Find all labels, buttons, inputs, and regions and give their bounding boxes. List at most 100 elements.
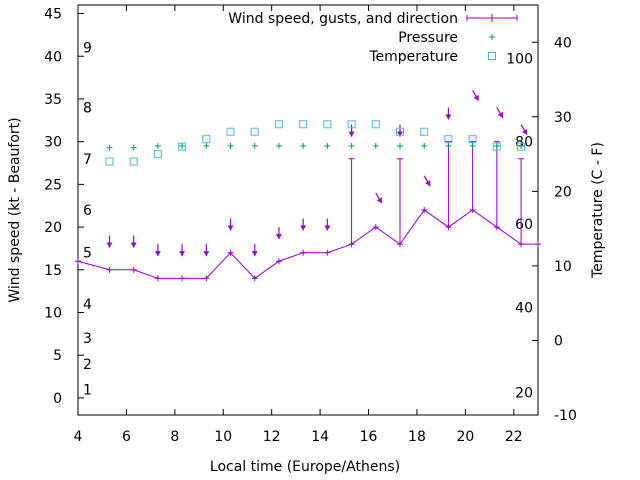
- direction-arrow: [179, 244, 186, 257]
- direction-arrow-head: [324, 225, 331, 231]
- pressure-point: [179, 142, 186, 149]
- direction-arrow: [397, 124, 403, 137]
- wind-speed-line: [77, 209, 538, 279]
- beaufort-label: 2: [83, 357, 92, 373]
- temperature-point: [444, 135, 453, 144]
- pressure-point: [445, 142, 452, 149]
- direction-arrow: [375, 192, 383, 204]
- beaufort-label: 5: [83, 246, 92, 262]
- y2-axis-temperature: -10 0 10 20 30 40: [532, 35, 577, 424]
- direction-arrow-head: [203, 251, 210, 257]
- temperature-point: [420, 127, 429, 136]
- x-tick-label: 4: [74, 429, 83, 445]
- pressure-point: [154, 142, 161, 149]
- direction-arrow: [227, 218, 234, 231]
- y-tick-label: 15: [44, 263, 62, 279]
- y2-tick-label: 30: [554, 110, 572, 126]
- temperature-point: [178, 142, 187, 151]
- temperature-point: [468, 135, 477, 144]
- pressure-point: [518, 142, 525, 149]
- y2-axis-label: Temperature (C - F): [590, 142, 606, 279]
- direction-arrow-head: [106, 242, 113, 248]
- direction-arrow-head: [497, 111, 503, 118]
- beaufort-label: 4: [83, 297, 92, 313]
- pressure-point: [227, 142, 234, 149]
- y-tick-label: 10: [44, 306, 62, 322]
- direction-arrow: [300, 218, 307, 231]
- beaufort-label: 6: [83, 203, 92, 219]
- temperature-point: [153, 150, 162, 159]
- temperature-point: [517, 142, 526, 151]
- legend-label-wind: Wind speed, gusts, and direction: [228, 11, 458, 27]
- y-tick-label: 40: [44, 49, 62, 65]
- direction-arrow-head: [300, 225, 307, 231]
- temperature-point: [371, 120, 380, 129]
- x-tick-label: 8: [170, 429, 179, 445]
- y-axis-label: Wind speed (kt - Beaufort): [7, 117, 23, 302]
- direction-arrow: [472, 90, 480, 101]
- y-tick-label: 25: [44, 177, 62, 193]
- y2-tick-label: 0: [554, 333, 563, 349]
- direction-arrow: [251, 244, 258, 257]
- legend-swatch-temperature: [488, 52, 496, 60]
- direction-arrow-head: [275, 234, 282, 240]
- legend-label-temperature: Temperature: [368, 49, 458, 65]
- temperature-point: [492, 142, 501, 151]
- pressure-point: [130, 144, 137, 151]
- beaufort-label: 9: [83, 41, 92, 57]
- fahrenheit-label: 60: [515, 217, 533, 233]
- pressure-point: [469, 142, 476, 149]
- direction-arrow-head: [521, 128, 528, 135]
- series-layer: [75, 90, 541, 282]
- legend-label-pressure: Pressure: [398, 30, 458, 46]
- direction-arrow-head: [130, 242, 137, 248]
- direction-arrow: [423, 175, 431, 187]
- pressure-point: [300, 142, 307, 149]
- direction-arrow-head: [348, 131, 355, 137]
- pressure-point: [203, 142, 210, 149]
- pressure-point: [493, 142, 500, 149]
- fahrenheit-label: 100: [506, 52, 533, 68]
- beaufort-label: 8: [83, 101, 92, 117]
- direction-arrow-head: [251, 251, 258, 257]
- y-tick-label: 0: [53, 391, 62, 407]
- plot-area: [77, 4, 539, 416]
- plot-frame: [77, 4, 539, 416]
- beaufort-label: 1: [83, 382, 92, 398]
- direction-arrow: [324, 218, 331, 231]
- y-axis-wind: 0 5 10 15 20 25 30 35 40 45: [44, 7, 84, 407]
- legend: Wind speed, gusts, and direction Pressure…: [228, 11, 518, 65]
- direction-arrow: [275, 227, 282, 240]
- x-tick-label: 22: [505, 429, 523, 445]
- fahrenheit-label: 40: [515, 301, 533, 317]
- y2-tick-label: -10: [554, 408, 577, 424]
- temperature-point: [250, 127, 259, 136]
- direction-arrow: [496, 107, 504, 119]
- temperature-point: [105, 157, 114, 166]
- x-tick-label: 10: [214, 429, 232, 445]
- x-tick-label: 20: [456, 429, 474, 445]
- pressure-point: [106, 144, 113, 151]
- direction-arrow-head: [473, 94, 479, 101]
- direction-arrow-head: [397, 131, 403, 137]
- direction-arrow: [154, 244, 161, 257]
- direction-arrow-head: [227, 225, 234, 231]
- y2-tick-label: 40: [554, 35, 572, 51]
- temperature-point: [347, 120, 356, 129]
- pressure-point: [421, 142, 428, 149]
- x-axis: 4 6 8 10 12 14 16 18 20 22: [74, 5, 523, 445]
- pressure-point: [275, 142, 282, 149]
- temperature-point: [299, 120, 308, 129]
- x-axis-label: Local time (Europe/Athens): [210, 459, 400, 475]
- y-tick-label: 30: [44, 135, 62, 151]
- direction-arrow: [445, 107, 452, 120]
- temperature-point: [129, 157, 138, 166]
- fahrenheit-label: 20: [515, 386, 533, 402]
- direction-arrow-head: [154, 251, 161, 257]
- temperature-point: [226, 127, 235, 136]
- direction-arrow: [203, 244, 210, 257]
- direction-arrow: [130, 235, 137, 248]
- y-tick-label: 45: [44, 7, 62, 23]
- y-tick-label: 20: [44, 220, 62, 236]
